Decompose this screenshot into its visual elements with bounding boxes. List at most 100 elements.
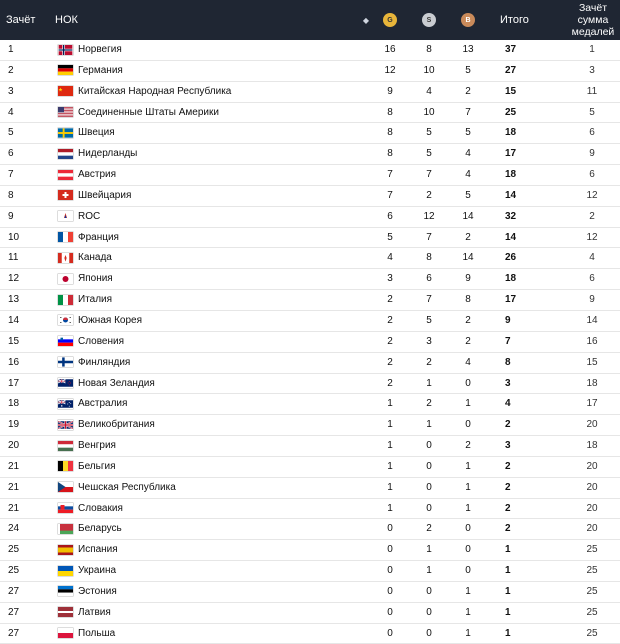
gold-count: 8: [387, 127, 393, 139]
country-name[interactable]: Бельгия: [78, 460, 116, 472]
rank-cell: 20: [8, 440, 20, 452]
country-name[interactable]: Беларусь: [78, 523, 122, 535]
header-total[interactable]: Итого: [500, 14, 529, 26]
table-row[interactable]: 3 Китайская Народная Республика 9 4 2 15 11: [0, 82, 620, 103]
total-count: 18: [505, 127, 517, 139]
medal-sum-rank: 11: [586, 85, 598, 97]
country-name[interactable]: Южная Корея: [78, 314, 142, 326]
header-medal-sum-rank[interactable]: Зачёт сумма медалей: [568, 0, 618, 40]
table-row[interactable]: 16 Финляндия 2 2 4 8 15: [0, 352, 620, 374]
rank-cell: 19: [8, 419, 20, 431]
table-row[interactable]: 6 Нидерланды 8 5 4 17 9: [0, 144, 620, 166]
table-row[interactable]: 10 Франция 5 7 2 14 12: [0, 227, 620, 249]
total-count: 2: [505, 419, 511, 431]
country-name[interactable]: Китайская Народная Республика: [78, 85, 232, 97]
country-name[interactable]: Великобритания: [78, 419, 155, 431]
silver-count: 1: [426, 565, 432, 577]
table-row[interactable]: 7 Австрия 7 7 4 18 6: [0, 165, 620, 186]
total-count: 2: [505, 460, 511, 472]
header-noc[interactable]: НОК: [55, 14, 78, 26]
flag-norway-icon: [58, 40, 74, 59]
header-rank[interactable]: Зачёт: [6, 14, 36, 26]
country-name[interactable]: Норвегия: [78, 44, 122, 55]
gold-medal-icon: G: [383, 13, 397, 27]
table-row[interactable]: 9 ROC 6 12 14 32 2: [0, 207, 620, 228]
gold-count: 1: [387, 419, 393, 431]
table-row[interactable]: 18 Австралия 1 2 1 4 17: [0, 394, 620, 416]
rank-cell: 27: [8, 627, 20, 639]
country-name[interactable]: Испания: [78, 544, 118, 556]
table-row[interactable]: 20 Венгрия 1 0 2 3 18: [0, 436, 620, 457]
bronze-count: 14: [462, 210, 474, 222]
sort-icon[interactable]: ◆: [362, 15, 370, 25]
gold-count: 4: [387, 252, 393, 264]
table-row[interactable]: 21 Бельгия 1 0 1 2 20: [0, 457, 620, 478]
flag-estonia-icon: [58, 582, 74, 601]
table-row[interactable]: 27 Эстония 0 0 1 1 25: [0, 582, 620, 603]
table-row[interactable]: 8 Швейцария 7 2 5 14 12: [0, 185, 620, 207]
country-name[interactable]: Венгрия: [78, 440, 116, 452]
table-row[interactable]: 27 Латвия 0 0 1 1 25: [0, 602, 620, 624]
header-gold[interactable]: G: [382, 0, 398, 40]
table-row[interactable]: 21 Словакия 1 0 1 2 20: [0, 499, 620, 520]
table-row[interactable]: 19 Великобритания 1 1 0 2 20: [0, 415, 620, 437]
table-row[interactable]: 4 Соединенные Штаты Америки 8 10 7 25 5: [0, 102, 620, 124]
rank-cell: 18: [8, 398, 20, 410]
bronze-count: 1: [465, 585, 471, 597]
silver-count: 5: [426, 148, 432, 160]
country-name[interactable]: Чешская Республика: [78, 481, 176, 493]
total-count: 2: [505, 502, 511, 514]
country-name[interactable]: Эстония: [78, 585, 117, 597]
country-name[interactable]: Финляндия: [78, 356, 131, 368]
country-name[interactable]: Украина: [78, 565, 117, 577]
table-row[interactable]: 27 Польша 0 0 1 1 25: [0, 624, 620, 644]
country-name[interactable]: Швейцария: [78, 189, 132, 201]
flag-austria-icon: [58, 165, 74, 184]
country-name[interactable]: Германия: [78, 64, 123, 76]
table-row[interactable]: 25 Украина 0 1 0 1 25: [0, 561, 620, 582]
rank-cell: 3: [8, 85, 14, 97]
country-name[interactable]: Словакия: [78, 502, 123, 514]
header-bronze[interactable]: B: [460, 0, 476, 40]
table-row[interactable]: 13 Италия 2 7 8 17 9: [0, 290, 620, 311]
country-name[interactable]: Швеция: [78, 127, 115, 139]
country-name[interactable]: Соединенные Штаты Америки: [78, 106, 219, 118]
gold-count: 3: [387, 273, 393, 285]
country-name[interactable]: Канада: [78, 252, 112, 264]
table-row[interactable]: 24 Беларусь 0 2 0 2 20: [0, 519, 620, 541]
table-row[interactable]: 25 Испания 0 1 0 1 25: [0, 540, 620, 562]
country-name[interactable]: Франция: [78, 231, 119, 243]
table-row[interactable]: 11 Канада 4 8 14 26 4: [0, 248, 620, 270]
total-count: 18: [505, 169, 517, 181]
flag-france-icon: [58, 228, 74, 247]
country-name[interactable]: Австрия: [78, 169, 117, 181]
header-sum-line2: сумма: [577, 14, 609, 26]
header-silver[interactable]: S: [421, 0, 437, 40]
table-row[interactable]: 5 Швеция 8 5 5 18 6: [0, 123, 620, 145]
table-row[interactable]: 1 Норвегия 16 8 13 37 1: [0, 40, 620, 61]
table-row[interactable]: 17 Новая Зеландия 2 1 0 3 18: [0, 374, 620, 395]
rank-cell: 8: [8, 189, 14, 201]
country-name[interactable]: Словения: [78, 335, 125, 347]
country-name[interactable]: Новая Зеландия: [78, 377, 155, 389]
table-row[interactable]: 12 Япония 3 6 9 18 6: [0, 269, 620, 291]
gold-count: 1: [387, 440, 393, 452]
flag-china-icon: [58, 82, 74, 101]
gold-count: 0: [387, 627, 393, 639]
rank-cell: 14: [8, 314, 20, 326]
table-row[interactable]: 2 Германия 12 10 5 27 3: [0, 60, 620, 82]
country-name[interactable]: Польша: [78, 627, 116, 639]
rank-cell: 21: [8, 502, 20, 514]
country-name[interactable]: Австралия: [78, 398, 128, 410]
header-sum-line3: медалей: [571, 26, 615, 38]
rank-cell: 7: [8, 169, 14, 181]
country-name[interactable]: Япония: [78, 273, 113, 285]
country-name[interactable]: Нидерланды: [78, 148, 138, 160]
country-name[interactable]: ROC: [78, 210, 101, 222]
country-name[interactable]: Италия: [78, 294, 113, 306]
table-row[interactable]: 21 Чешская Республика 1 0 1 2 20: [0, 477, 620, 499]
table-row[interactable]: 14 Южная Корея 2 5 2 9 14: [0, 310, 620, 332]
silver-count: 5: [426, 127, 432, 139]
country-name[interactable]: Латвия: [78, 606, 111, 618]
table-row[interactable]: 15 Словения 2 3 2 7 16: [0, 332, 620, 353]
